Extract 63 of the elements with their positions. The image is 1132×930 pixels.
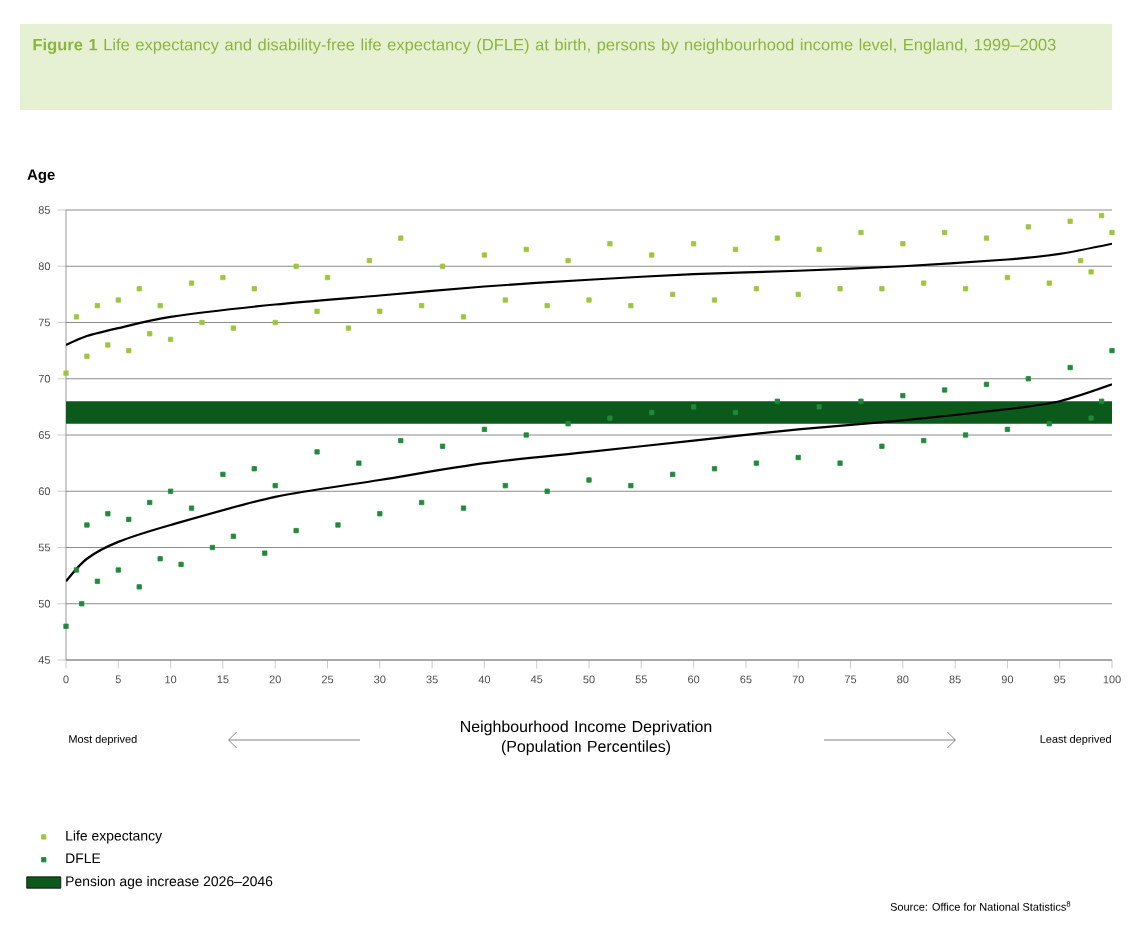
- point: [188, 280, 195, 286]
- point: [942, 229, 948, 236]
- point: [711, 297, 718, 303]
- point: [858, 229, 864, 236]
- point: [73, 314, 80, 320]
- point: [962, 286, 969, 292]
- point: [398, 235, 404, 241]
- point: [1109, 229, 1115, 236]
- point: [879, 286, 885, 292]
- point: [63, 370, 69, 376]
- point: [544, 303, 550, 309]
- point: [105, 342, 111, 348]
- point: [230, 325, 236, 331]
- point: [147, 331, 153, 337]
- point: [649, 252, 655, 258]
- chart-title: Figure 1 Life expectancy and disability-free life expectancy (DFLE) at birth, persons by neighbourhood income level, England, 1999–2003: [33, 38, 1056, 54]
- point: [921, 280, 927, 286]
- point: [481, 252, 487, 258]
- point: [1088, 269, 1094, 275]
- point: [670, 291, 676, 297]
- point: [1025, 224, 1031, 230]
- point: [1067, 218, 1073, 224]
- point: [168, 336, 174, 342]
- point: [732, 246, 739, 252]
- point: [1078, 258, 1084, 264]
- point: [502, 297, 508, 303]
- point: [837, 286, 843, 292]
- point: [753, 286, 759, 292]
- point: [94, 303, 100, 309]
- point: [1046, 280, 1052, 286]
- point: [523, 246, 529, 252]
- point: [115, 297, 121, 303]
- point: [293, 263, 299, 269]
- point: [272, 319, 278, 326]
- point: [795, 291, 801, 297]
- point: [136, 286, 142, 292]
- point: [220, 274, 226, 281]
- point: [251, 286, 257, 292]
- point: [377, 308, 383, 314]
- point: [345, 325, 352, 331]
- point: [460, 314, 467, 320]
- point: [565, 258, 571, 264]
- line-series: [66, 242, 1113, 347]
- point: [419, 303, 425, 309]
- line-series: [66, 383, 1113, 583]
- point: [816, 246, 822, 252]
- point: [84, 353, 90, 359]
- point: [900, 241, 906, 247]
- point: [1004, 274, 1010, 281]
- point: [586, 297, 592, 303]
- point: [628, 303, 634, 309]
- point: [366, 258, 372, 264]
- point: [157, 303, 163, 309]
- point: [774, 235, 780, 241]
- point: [126, 348, 132, 354]
- point: [607, 241, 613, 247]
- point: [324, 274, 331, 281]
- point: [439, 263, 446, 269]
- point: [199, 319, 205, 326]
- point: [314, 308, 320, 314]
- point: [691, 241, 697, 247]
- point: [983, 235, 990, 241]
- point: [1098, 213, 1105, 219]
